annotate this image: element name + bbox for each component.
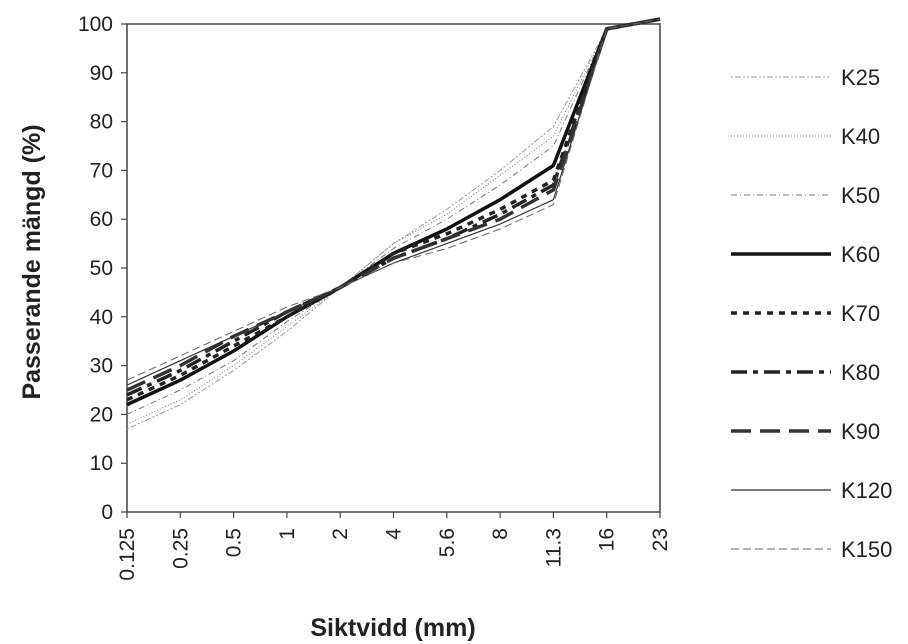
- x-tick-label: 0.125: [116, 528, 139, 581]
- legend-label-k80: K80: [841, 360, 880, 385]
- series-line-k40: [126, 18, 661, 425]
- series-line-k50: [126, 18, 661, 415]
- legend-label-k70: K70: [841, 301, 880, 326]
- series-line-k70: [126, 17, 661, 402]
- y-axis-title: Passerande mängd (%): [18, 124, 46, 399]
- legend-label-k120: K120: [841, 478, 892, 503]
- x-tick-label: 5.6: [436, 528, 459, 557]
- x-tick-label: 0.25: [169, 528, 192, 569]
- y-tick-label: 30: [90, 355, 113, 378]
- legend-label-k150: K150: [841, 537, 892, 562]
- x-tick-label: 11.3: [542, 528, 565, 567]
- x-tick-label: 16: [596, 528, 619, 551]
- legend-label-k25: K25: [841, 65, 880, 90]
- x-tick-label: 23: [649, 528, 672, 551]
- y-tick-label: 80: [90, 111, 113, 134]
- y-tick-label: 60: [90, 208, 113, 231]
- series-lines: [126, 17, 661, 430]
- y-tick-label: 90: [90, 62, 113, 85]
- y-axis: 0 10 20 30 40 50 60 70 80 90 100: [78, 13, 127, 524]
- y-tick-label: 50: [90, 257, 113, 280]
- x-tick-label: 1: [276, 528, 299, 540]
- series-line-k90: [126, 17, 661, 392]
- x-tick-label: 0.5: [223, 528, 246, 557]
- series-line-k80: [126, 17, 661, 397]
- y-tick-label: 70: [90, 159, 113, 182]
- y-tick-label: 0: [101, 501, 113, 524]
- legend: K25 K40 K50 K60 K70 K80 K90 K120 K150: [731, 65, 892, 562]
- x-tick-label: 4: [383, 528, 406, 540]
- x-axis: 0.125 0.25 0.5 1 2 4 5.6 8 11.3 16 23: [116, 512, 672, 581]
- y-tick-label: 100: [78, 13, 113, 36]
- y-tick-label: 10: [90, 452, 113, 475]
- series-line-k120: [126, 18, 661, 386]
- legend-label-k40: K40: [841, 124, 880, 149]
- y-tick-label: 20: [90, 403, 113, 426]
- legend-label-k50: K50: [841, 183, 880, 208]
- y-tick-label: 40: [90, 306, 113, 329]
- x-tick-label: 8: [489, 528, 512, 540]
- series-line-k25: [126, 18, 661, 430]
- legend-label-k60: K60: [841, 242, 880, 267]
- x-tick-label: 2: [329, 528, 352, 540]
- legend-label-k90: K90: [841, 419, 880, 444]
- x-axis-title: Siktvidd (mm): [310, 614, 475, 642]
- series-line-k150: [126, 18, 661, 381]
